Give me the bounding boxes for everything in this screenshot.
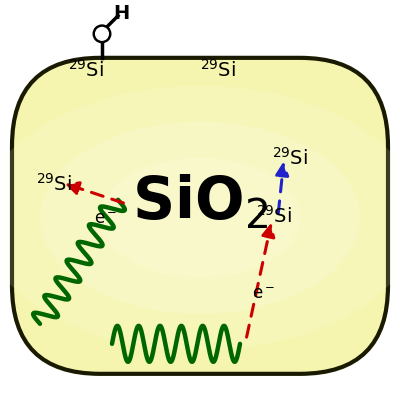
Text: $^{29}$Si: $^{29}$Si: [272, 147, 308, 169]
Text: e$^-$: e$^-$: [252, 285, 276, 303]
Circle shape: [93, 25, 111, 43]
Ellipse shape: [100, 158, 300, 278]
Text: $^{29}$Si: $^{29}$Si: [200, 59, 236, 81]
Circle shape: [96, 27, 108, 40]
Ellipse shape: [0, 86, 400, 350]
Text: SiO$_2$: SiO$_2$: [132, 172, 268, 231]
Ellipse shape: [40, 122, 360, 314]
Text: $^{29}$Si: $^{29}$Si: [68, 59, 104, 81]
Text: e$^-$: e$^-$: [94, 210, 118, 228]
Text: H: H: [113, 4, 129, 23]
Text: $^{29}$Si: $^{29}$Si: [256, 205, 292, 227]
FancyBboxPatch shape: [12, 58, 388, 374]
Text: $^{29}$Si: $^{29}$Si: [36, 173, 72, 195]
